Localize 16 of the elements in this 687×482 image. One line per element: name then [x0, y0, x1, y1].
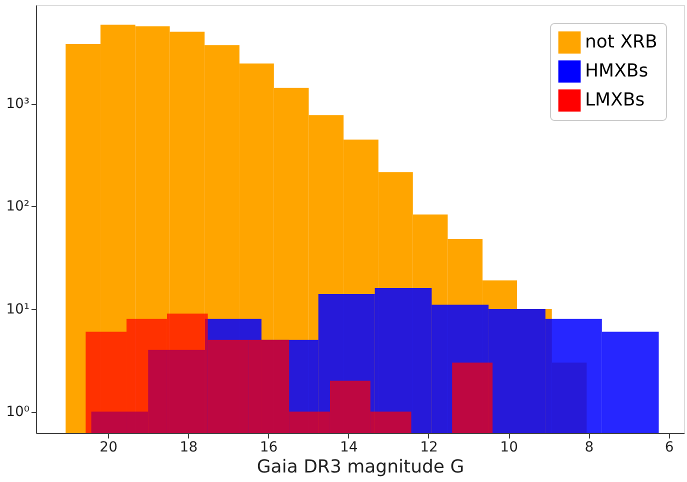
- x-tick-label: 20: [100, 440, 118, 456]
- x-axis-title: Gaia DR3 magnitude G: [256, 456, 464, 478]
- legend-label: LMXBs: [585, 90, 645, 110]
- legend-label: HMXBs: [585, 60, 648, 82]
- x-tick-label: 14: [340, 440, 358, 456]
- y-tick-label: 10¹: [6, 301, 30, 318]
- y-tick-label: 10⁰: [6, 404, 30, 420]
- x-tick-label: 10: [500, 440, 518, 456]
- x-tick-label: 12: [420, 440, 438, 456]
- x-tick-label: 8: [584, 440, 594, 456]
- y-tick-label: 10³: [6, 96, 30, 112]
- x-tick-label: 18: [180, 440, 198, 456]
- y-tick-label: 10²: [6, 198, 30, 215]
- x-tick-label: 6: [664, 440, 674, 456]
- legend-label: not XRB: [585, 32, 658, 52]
- x-tick-label: 16: [260, 440, 278, 456]
